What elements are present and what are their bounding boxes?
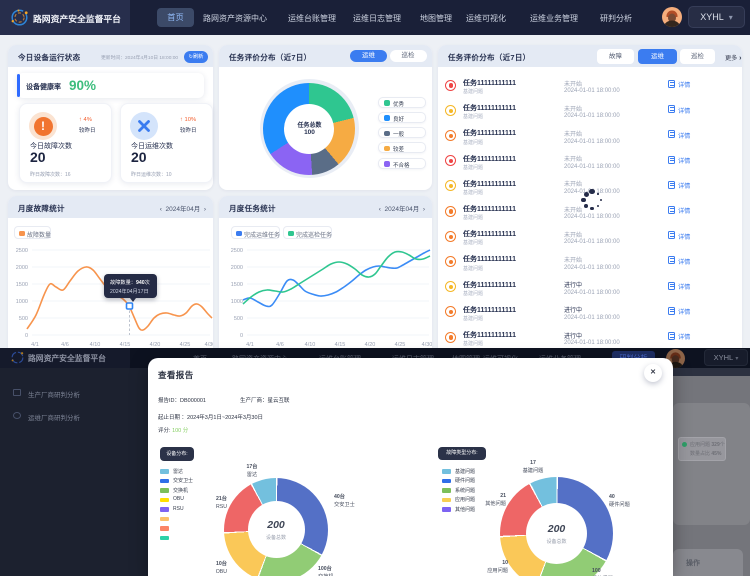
svg-text:500: 500 — [234, 316, 243, 322]
svg-text:2000: 2000 — [231, 265, 243, 271]
svg-text:4/6: 4/6 — [276, 342, 284, 348]
svg-text:4/30: 4/30 — [205, 342, 213, 348]
svg-text:0: 0 — [240, 333, 243, 339]
svg-text:2000: 2000 — [16, 265, 28, 271]
svg-text:1500: 1500 — [231, 282, 243, 288]
svg-text:4/20: 4/20 — [150, 342, 161, 348]
svg-text:4/25: 4/25 — [180, 342, 191, 348]
svg-text:4/30: 4/30 — [422, 342, 432, 348]
svg-text:4/10: 4/10 — [90, 342, 101, 348]
svg-text:4/1: 4/1 — [31, 342, 39, 348]
svg-text:1500: 1500 — [16, 282, 28, 288]
svg-text:0: 0 — [25, 333, 28, 339]
svg-text:4/20: 4/20 — [365, 342, 376, 348]
svg-text:2500: 2500 — [16, 248, 28, 254]
svg-text:4/25: 4/25 — [395, 342, 406, 348]
svg-text:4/1: 4/1 — [246, 342, 254, 348]
svg-text:500: 500 — [19, 316, 28, 322]
svg-text:1000: 1000 — [231, 299, 243, 305]
svg-text:4/10: 4/10 — [305, 342, 316, 348]
svg-text:2500: 2500 — [231, 248, 243, 254]
svg-text:4/15: 4/15 — [335, 342, 346, 348]
svg-text:1000: 1000 — [16, 299, 28, 305]
svg-text:4/15: 4/15 — [120, 342, 131, 348]
svg-text:4/6: 4/6 — [61, 342, 69, 348]
